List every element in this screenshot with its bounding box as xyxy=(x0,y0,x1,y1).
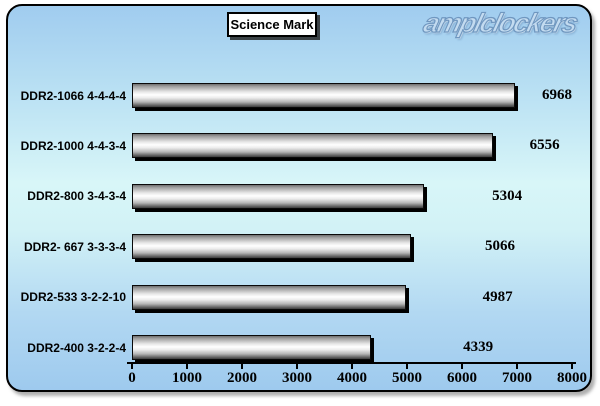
value-label: 4987 xyxy=(482,288,513,305)
x-axis-tick-label: 0 xyxy=(128,370,136,386)
x-axis-line xyxy=(127,362,576,364)
x-axis-tick xyxy=(296,364,298,369)
x-axis-tick xyxy=(186,364,188,369)
category-label: DDR2-533 3-2-2-10 xyxy=(20,290,126,305)
x-axis-tick-label: 1000 xyxy=(172,370,202,386)
x-axis-tick-label: 7000 xyxy=(502,370,532,386)
value-label: 6556 xyxy=(529,137,560,154)
chart-title-box: Science Mark xyxy=(227,12,317,37)
x-axis-tick xyxy=(351,364,353,369)
category-label: DDR2-1000 4-4-3-4 xyxy=(20,138,126,153)
x-axis-tick xyxy=(406,364,408,369)
value-label: 5304 xyxy=(492,187,523,204)
chart-container: Science Mark amplclockers DDR2-1066 4-4-… xyxy=(6,4,592,392)
x-axis-tick-label: 8000 xyxy=(557,370,587,386)
watermark-logo: amplclockers xyxy=(420,7,580,38)
value-label: 5066 xyxy=(484,238,515,255)
x-axis-tick-label: 4000 xyxy=(337,370,367,386)
plot-area: DDR2-1066 4-4-4-4 6968 DDR2-1000 4-4-3-4 65… xyxy=(8,6,594,394)
x-axis-tick-label: 2000 xyxy=(227,370,257,386)
category-label: DDR2-400 3-2-2-4 xyxy=(27,340,126,355)
x-axis-tick xyxy=(241,364,243,369)
value-label: 6968 xyxy=(542,87,573,103)
category-label: DDR2- 667 3-3-3-4 xyxy=(23,239,126,254)
bar xyxy=(132,234,411,260)
bar xyxy=(132,83,516,108)
bar xyxy=(132,183,424,209)
x-axis-tick xyxy=(571,364,573,369)
bar xyxy=(132,335,371,360)
bar xyxy=(132,133,493,159)
x-axis-tick xyxy=(131,364,133,369)
category-label: DDR2-1066 4-4-4-4 xyxy=(20,88,126,103)
x-axis-tick-label: 3000 xyxy=(282,370,312,386)
x-axis-tick xyxy=(516,364,518,369)
x-axis-tick-label: 6000 xyxy=(447,370,477,386)
x-axis-tick xyxy=(461,364,463,369)
x-axis-tick-label: 5000 xyxy=(392,370,422,386)
category-label: DDR2-800 3-4-3-4 xyxy=(27,189,126,204)
chart-title: Science Mark xyxy=(230,17,314,32)
bar xyxy=(132,284,407,310)
value-label: 4339 xyxy=(463,339,494,355)
